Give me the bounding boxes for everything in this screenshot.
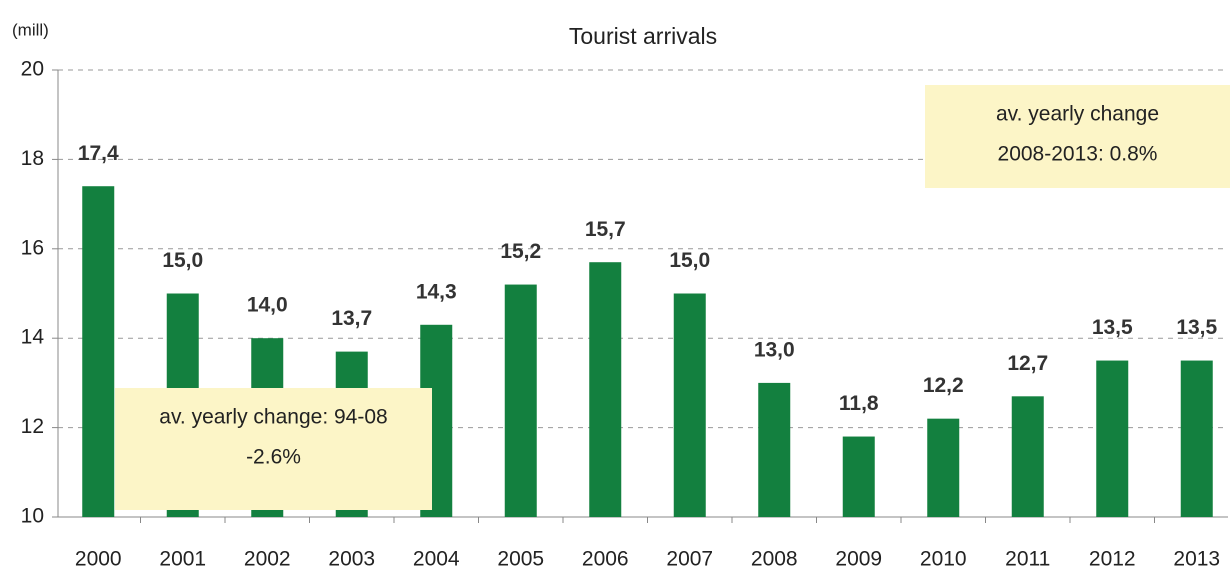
x-tick-label: 2007 bbox=[666, 548, 713, 571]
bar bbox=[589, 262, 622, 517]
annotation-text: av. yearly change bbox=[996, 103, 1159, 126]
annotation-text: av. yearly change: 94-08 bbox=[159, 406, 387, 429]
x-tick-label: 2010 bbox=[920, 548, 967, 571]
x-tick-label: 2006 bbox=[582, 548, 629, 571]
value-label: 13,5 bbox=[1176, 316, 1217, 339]
x-tick-label: 2004 bbox=[413, 548, 460, 571]
y-tick-label: 10 bbox=[21, 505, 44, 528]
x-tick-label: 2003 bbox=[328, 548, 375, 571]
chart-title: Tourist arrivals bbox=[569, 23, 717, 49]
value-label: 14,3 bbox=[416, 280, 457, 303]
annotation-box bbox=[115, 388, 432, 510]
y-tick-label: 18 bbox=[21, 147, 44, 170]
x-tick-label: 2012 bbox=[1089, 548, 1136, 571]
x-tick-label: 2008 bbox=[751, 548, 798, 571]
value-label: 15,0 bbox=[162, 249, 203, 272]
bar bbox=[1011, 396, 1044, 517]
annotation-text: 2008-2013: 0.8% bbox=[998, 143, 1158, 166]
value-label: 13,5 bbox=[1092, 316, 1133, 339]
value-label: 17,4 bbox=[78, 142, 119, 165]
y-tick-label: 14 bbox=[21, 326, 45, 349]
bar bbox=[673, 293, 706, 517]
value-label: 13,0 bbox=[754, 338, 795, 361]
annotation-box bbox=[925, 85, 1230, 188]
bar bbox=[758, 382, 791, 517]
value-label: 13,7 bbox=[331, 307, 372, 330]
bar bbox=[82, 186, 115, 517]
y-tick-label: 12 bbox=[21, 415, 44, 438]
x-tick-label: 2011 bbox=[1005, 548, 1050, 571]
value-label: 15,2 bbox=[500, 240, 541, 263]
bar bbox=[1096, 360, 1129, 517]
x-tick-label: 2013 bbox=[1173, 548, 1220, 571]
annotation-text: -2.6% bbox=[246, 446, 301, 469]
y-tick-label: 16 bbox=[21, 236, 44, 259]
bar bbox=[1180, 360, 1213, 517]
value-label: 14,0 bbox=[247, 294, 288, 317]
value-label: 12,7 bbox=[1007, 352, 1048, 375]
value-label: 12,2 bbox=[923, 374, 964, 397]
bar bbox=[842, 436, 875, 517]
x-tick-label: 2005 bbox=[497, 548, 544, 571]
x-tick-label: 2001 bbox=[159, 548, 206, 571]
y-tick-label: 20 bbox=[21, 58, 44, 81]
value-label: 15,0 bbox=[669, 249, 710, 272]
value-label: 15,7 bbox=[585, 218, 626, 241]
x-tick-label: 2009 bbox=[835, 548, 882, 571]
y-unit: (mill) bbox=[12, 20, 49, 39]
x-tick-label: 2002 bbox=[244, 548, 291, 571]
bar bbox=[504, 284, 537, 517]
bar bbox=[927, 418, 960, 517]
x-tick-label: 2000 bbox=[75, 548, 122, 571]
value-label: 11,8 bbox=[839, 392, 879, 415]
